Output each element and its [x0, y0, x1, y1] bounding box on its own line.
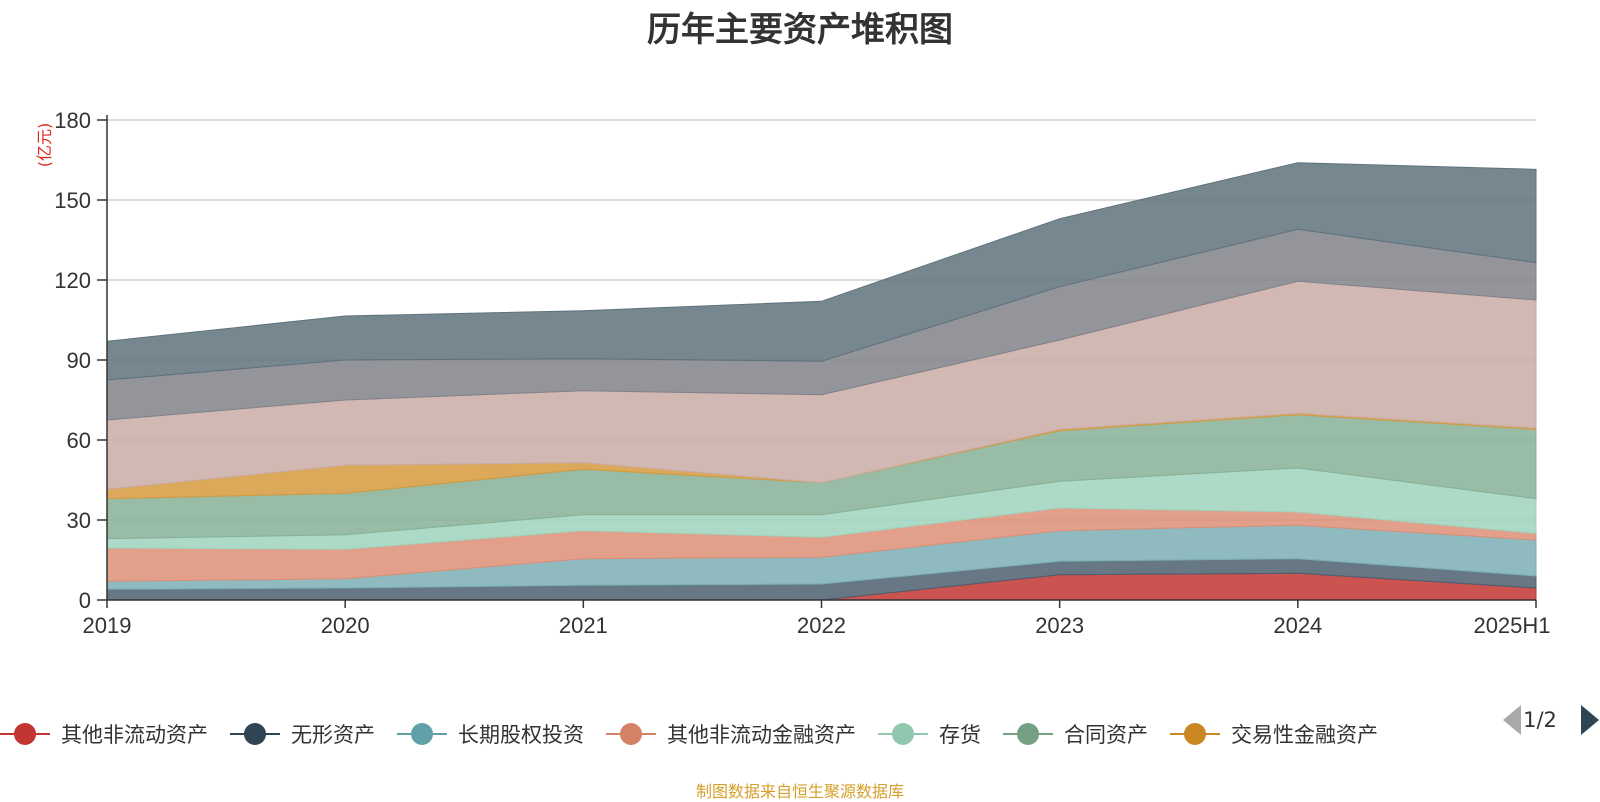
legend-item[interactable]: 存货 [878, 723, 981, 747]
axes: 0 30 60 90 120 150 180 2019 2020 2021 2022 2023 2024… [54, 108, 1550, 638]
x-tick-label: 2021 [559, 613, 608, 638]
legend-marker-icon [411, 723, 433, 745]
legend-label: 交易性金融资产 [1231, 723, 1378, 747]
x-tick-label: 2023 [1035, 613, 1084, 638]
y-tick-label: 30 [67, 508, 91, 533]
legend-marker-icon [1184, 723, 1206, 745]
data-source-note: 制图数据来自恒生聚源数据库 [695, 782, 904, 801]
legend-marker-icon [1017, 723, 1039, 745]
legend-label: 其他非流动金融资产 [667, 723, 856, 747]
area-series-group [106, 162, 1537, 601]
legend-item[interactable]: 其他非流动金融资产 [606, 723, 856, 747]
legend-label: 无形资产 [291, 723, 375, 747]
legend-item[interactable]: 无形资产 [230, 723, 375, 747]
x-tick-label: 2020 [321, 613, 370, 638]
legend-label: 长期股权投资 [458, 723, 584, 747]
legend-page-indicator: 1/2 [1523, 708, 1557, 732]
y-tick-label: 120 [54, 268, 91, 293]
x-tick-label: 2022 [797, 613, 846, 638]
legend-item[interactable]: 长期股权投资 [397, 723, 584, 747]
legend-marker-icon [620, 723, 642, 745]
x-tick-label: 2024 [1273, 613, 1322, 638]
legend-marker-icon [892, 723, 914, 745]
legend-label: 合同资产 [1064, 723, 1148, 747]
legend-next-page-icon[interactable] [1581, 705, 1599, 735]
x-tick-label: 2025H1 [1473, 613, 1550, 638]
legend[interactable]: 其他非流动资产 无形资产 长期股权投资 其他非流动金融资产 存货 合同资产 交易性金融资产 [0, 723, 1378, 747]
y-tick-label: 150 [54, 188, 91, 213]
legend-item[interactable]: 其他非流动资产 [0, 723, 208, 747]
area-series-10 [106, 162, 1537, 381]
legend-marker-icon [244, 723, 266, 745]
legend-item[interactable]: 交易性金融资产 [1170, 723, 1378, 747]
legend-label: 其他非流动资产 [61, 723, 208, 747]
legend-item[interactable]: 合同资产 [1003, 723, 1148, 747]
x-tick-label: 2019 [83, 613, 132, 638]
y-tick-label: 90 [67, 348, 91, 373]
legend-prev-page-icon[interactable] [1503, 705, 1521, 735]
legend-marker-icon [14, 723, 36, 745]
chart-title: 历年主要资产堆积图 [647, 10, 953, 50]
legend-label: 存货 [939, 723, 981, 747]
y-tick-label: 180 [54, 108, 91, 133]
y-axis-unit-label: (亿元) [35, 123, 54, 168]
y-tick-label: 0 [79, 588, 91, 613]
y-tick-label: 60 [67, 428, 91, 453]
legend-pagination: 1/2 [1503, 705, 1599, 735]
